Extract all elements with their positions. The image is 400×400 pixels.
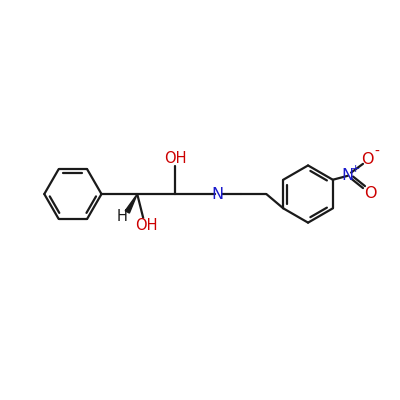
Text: OH: OH — [135, 218, 158, 232]
Text: +: + — [350, 164, 360, 174]
Text: O: O — [364, 186, 376, 201]
Text: N: N — [342, 168, 354, 183]
Text: H: H — [117, 209, 128, 224]
Text: N: N — [212, 186, 224, 202]
Text: -: - — [374, 145, 379, 159]
Text: OH: OH — [164, 151, 186, 166]
Text: O: O — [362, 152, 374, 166]
Polygon shape — [125, 194, 137, 213]
